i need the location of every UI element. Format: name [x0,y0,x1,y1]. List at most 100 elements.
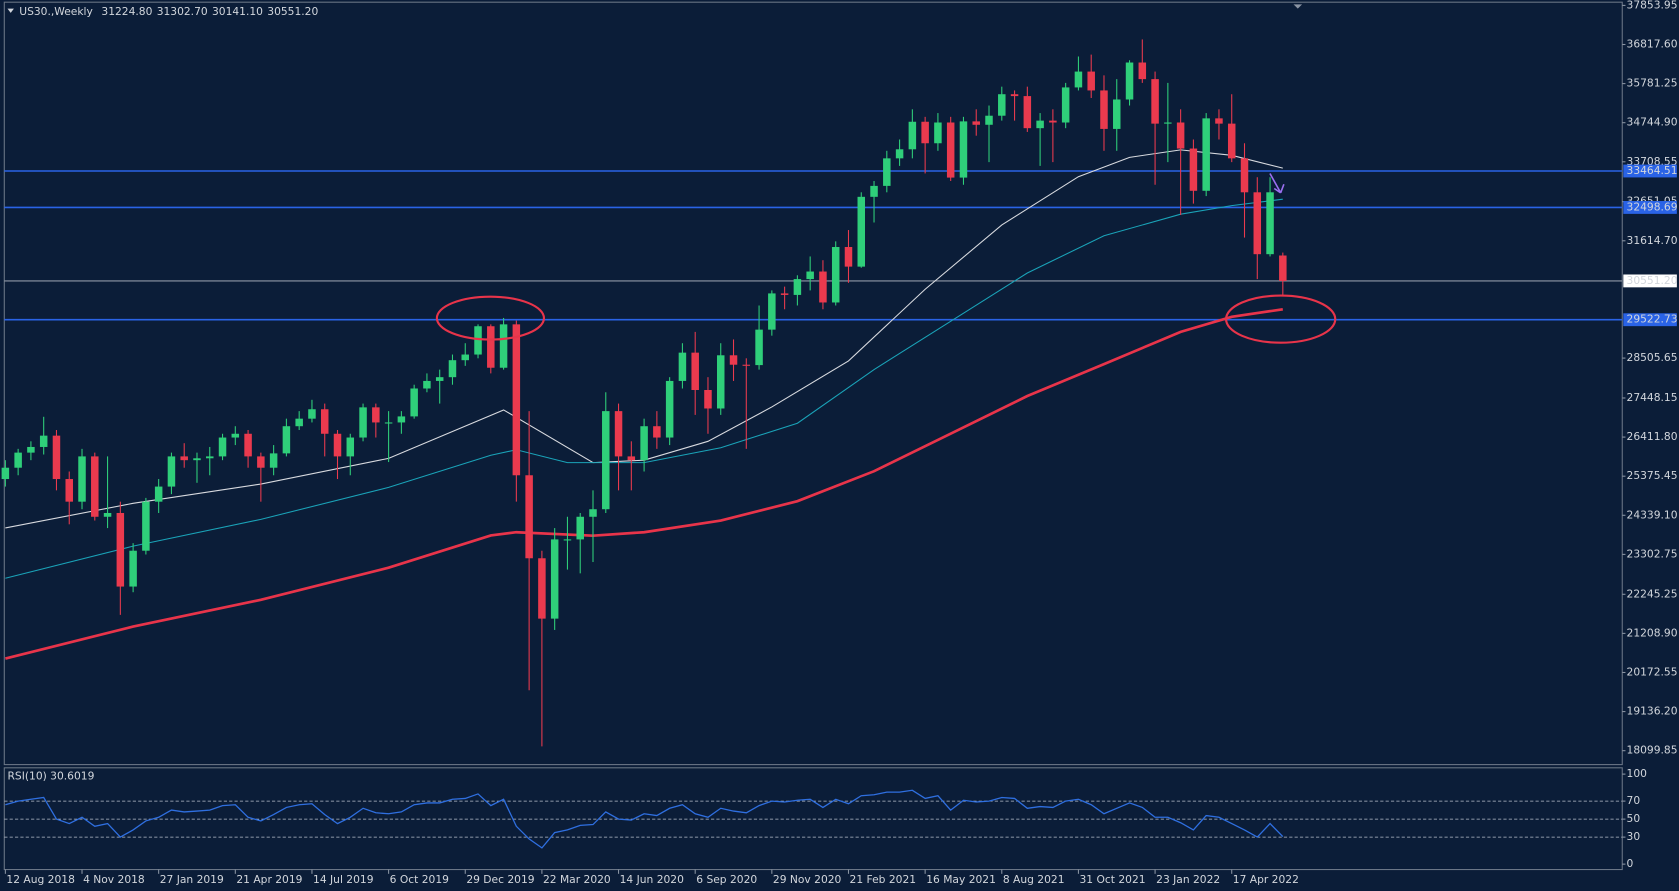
level-label-box [1623,201,1677,214]
level-label-box [1623,164,1677,178]
candle-body [678,352,687,381]
last-price-box [1623,274,1677,288]
y-tick-label: 50 [1627,812,1641,825]
x-tick-label: 23 Jan 2022 [1156,873,1220,886]
y-tick-label: 36817.60 [1627,38,1678,51]
candle-body [921,121,929,144]
candle-body [91,456,99,517]
candle-body [602,411,610,510]
candle-body [716,355,725,409]
y-tick-label: 23302.75 [1627,547,1678,560]
candle-body [525,475,533,559]
candle-body [27,446,35,453]
candle-body [1125,62,1134,100]
candle-body [614,411,623,457]
candle-body [934,122,942,144]
candle-body [589,509,597,517]
candle-body [640,426,648,461]
moving-average [5,307,1284,660]
quote-value: 30141.10 [212,5,263,18]
y-tick-label: 25375.45 [1627,469,1678,482]
candle-body [1266,192,1274,255]
chart-header: US30.,Weekly 31224.80 31302.70 30141.10 3055… [19,5,318,18]
y-tick-label: 18099.85 [1627,744,1678,757]
candle-body [359,407,367,438]
quote-value: 31302.70 [157,5,208,18]
candle-body [1151,79,1159,124]
candle-body [410,388,418,417]
candle-body [959,121,968,178]
x-tick-label: 12 Aug 2018 [6,873,75,886]
candle-body [346,437,355,457]
candle-body [435,377,444,381]
candle-body [550,539,559,619]
candle-body [1087,71,1095,91]
candle-body [333,433,342,457]
candle-body [998,94,1006,116]
candle-body [461,354,469,361]
moving-average [5,149,1283,529]
x-tick-label: 21 Feb 2021 [850,873,917,886]
moving-average [5,198,1283,579]
candle-body [206,456,214,459]
candle-body [154,486,163,502]
labels: US30.,Weekly 31224.80 31302.70 30141.10 3055… [4,0,1678,886]
candle-body [282,426,291,454]
annotation-ellipse [1224,294,1337,344]
candle-body [755,329,763,366]
y-tick-label: 30 [1627,830,1641,843]
candle-body [1176,122,1185,149]
x-tick-label: 8 Aug 2021 [1003,873,1065,886]
last-price-label: 30551.20 [1627,274,1678,287]
candle-body [1215,118,1223,124]
candle-body [397,416,406,423]
x-tick-label: 4 Nov 2018 [83,873,145,886]
candle-body [946,122,955,178]
candle-body [653,426,661,438]
candle-body [14,452,22,468]
candle-body [257,456,265,468]
candle-body [1036,120,1044,129]
x-tick-label: 6 Oct 2019 [390,873,449,886]
candle-body [563,539,572,541]
x-tick-label: 17 Apr 2022 [1233,873,1299,886]
candle-body [1164,122,1172,124]
candle-body [487,326,495,368]
x-tick-label: 16 May 2021 [926,873,996,886]
candle-body [729,355,738,365]
candle-body [1138,62,1147,80]
y-tick-label: 20172.55 [1627,665,1678,678]
candle-body [1049,120,1057,123]
annotation-ellipse [435,295,546,341]
y-tick-label: 0 [1627,857,1634,870]
symbol: US30.,Weekly [19,5,93,18]
candle-body [908,121,917,150]
level-label: 29522.73 [1627,313,1678,326]
x-tick-label: 21 Apr 2019 [236,873,302,886]
candle-body [793,279,802,295]
x-tick-label: 29 Dec 2019 [466,873,534,886]
candle-body [423,380,431,389]
x-tick-label: 14 Jul 2019 [313,873,374,886]
candle-body [52,435,61,480]
candle-body [972,121,980,125]
rsi-title: RSI(10) 30.6019 [7,769,94,782]
x-tick-label: 27 Jan 2019 [160,873,224,886]
candle-body [372,407,380,423]
y-tick-label: 70 [1627,794,1641,807]
main-panel-frame [3,1,1623,766]
x-tick-label: 14 Jun 2020 [620,873,684,886]
candle-body [627,456,636,461]
level-label: 32498.69 [1627,200,1678,213]
level-label-box [1623,313,1677,327]
candle-body [193,458,201,461]
rsi-line [5,789,1284,849]
candle-body [39,435,48,447]
candle-body [768,293,776,330]
y-tick-label: 33708.55 [1627,155,1678,168]
annotation-arrow [1269,173,1285,194]
candle-body [129,550,137,587]
candle-body [1240,158,1249,193]
